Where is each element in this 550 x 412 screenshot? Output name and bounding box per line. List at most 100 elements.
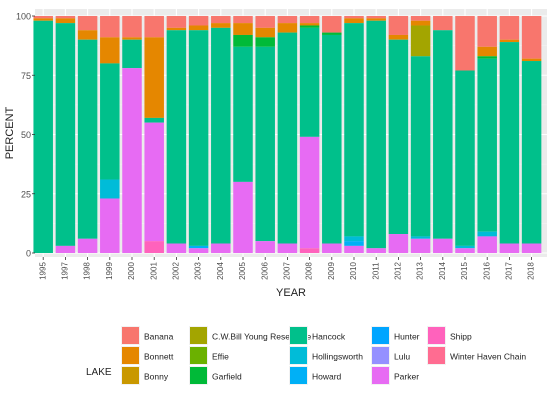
x-tick-label: 2018 [527,262,536,280]
bar-segment-bonnett: Bonnett: 2 [188,25,209,31]
bar-segment-bonnett: Bonnett: 2 [55,18,76,24]
bar-segment-parker: Parker: 30 [233,181,253,253]
bar-segment-parker: Parker: 3 [55,245,76,253]
bars-layer: Banana: 1Bonnett: 1Hancock: 98Banana: 1B… [33,16,542,253]
bar-segment-parker: Parker: 4 [211,243,231,253]
x-tick-label: 2002 [172,262,181,280]
legend-label: Lulu [394,352,410,362]
bar-segment-bonnett: Bonnett: 4 [277,23,298,33]
bar-segment-banana: Banana: 1 [366,16,386,19]
bar-segment-garfield: Garfield: 1 [322,32,342,35]
bar-segment-banana: Banana: 9 [122,16,142,38]
legend-item-hunter: Hunter [371,326,420,345]
legend-label: Howard [312,372,342,382]
bar-segment-bonnett: Bonnett: 4 [477,46,497,57]
bar-stack-2013: Banana: 2Bonnett: 2C.W.Bill Young Reserv… [410,16,431,253]
legend-item-parker: Parker [371,366,419,385]
bar-segment-shipp: Shipp: 2 [299,248,320,253]
bar-segment-parker: Parker: 47 [299,136,320,249]
y-axis: 0 25 50 75 100 [16,12,35,259]
x-tick-label: 2007 [283,262,292,280]
bar-stack-2000: Banana: 9Bonnett: 1Hancock: 12Parker: 78 [122,16,142,253]
bar-segment-parker: Parker: 6 [410,238,431,253]
bar-segment-hancock: Hancock: 77 [521,61,542,244]
x-tick-label: 2015 [460,262,469,280]
bar-segment-hancock: Hancock: 82 [388,39,409,235]
bar-stack-1997: Banana: 1Bonnett: 2Hancock: 94Parker: 3 [55,16,76,253]
bar-segment-banana: Banana: 3 [211,16,231,24]
bar-segment-hancock: Hancock: 57 [233,46,253,182]
bar-segment-parker: Parker: 4 [499,243,520,253]
bar-segment-c-w-bill-young-reservoire: C.W.Bill Young Reservoire: 13 [410,25,431,57]
bar-segment-hancock: Hancock: 91 [188,30,209,246]
bar-segment-parker: Parker: 2 [366,248,386,253]
bar-segment-banana: Banana: 3 [233,16,253,24]
bar-stack-2017: Banana: 10Bonnett: 1Hancock: 85Parker: 4 [499,16,520,253]
legend-item-bonny: Bonny [121,366,169,385]
legend-label: Hunter [394,332,420,342]
legend-swatch [372,367,389,384]
bar-segment-banana: Banana: 18 [521,16,542,59]
bar-segment-banana: Banana: 1 [344,16,364,19]
bar-segment-bonnett: Bonnett: 1 [299,23,320,26]
bar-segment-hancock: Hancock: 73 [477,58,497,232]
bar-stack-2011: Banana: 1Bonnett: 1Hancock: 96Parker: 2 [366,16,386,253]
bar-stack-2008: Banana: 3Bonnett: 1Garfield: 1Hancock: 4… [299,16,320,253]
bar-stack-2012: Banana: 8Bonnett: 2Hancock: 82Parker: 8 [388,16,409,253]
bar-segment-hancock: Hancock: 12 [122,39,142,69]
x-tick-label: 1997 [61,262,70,280]
bar-segment-parker: Parker: 78 [122,68,142,253]
bar-segment-hancock: Hancock: 90 [166,30,187,244]
bar-segment-hancock: Hancock: 82 [255,46,275,242]
legend-item-banana: Banana [121,326,174,345]
bar-segment-garfield: Garfield: 4 [255,37,275,47]
bar-segment-banana: Banana: 1 [33,16,53,19]
y-tick-label: 75 [21,71,31,81]
bar-segment-bonnett: Bonnett: 1 [499,39,520,43]
x-tick-label: 2004 [216,262,225,280]
legend-swatch [290,347,307,364]
bar-segment-banana: Banana: 3 [277,16,298,24]
legend-label: Shipp [450,332,472,342]
bar-stack-1995: Banana: 1Bonnett: 1Hancock: 98 [33,16,53,253]
bar-segment-bonnett: Bonnett: 4 [77,30,98,40]
bar-segment-bonnett: Bonnett: 5 [233,23,253,35]
bar-stack-2015: Banana: 23Hancock: 74Hollingsworth: 1Par… [455,16,475,253]
bar-stack-2005: Banana: 3Bonnett: 5Garfield: 5Hancock: 5… [233,16,253,253]
y-tick-label: 50 [21,130,31,140]
y-tick-label: 100 [16,12,31,22]
legend-label: Parker [394,372,419,382]
legend-item-effie: Effie [189,346,229,365]
bar-stack-2007: Banana: 3Bonnett: 4Hancock: 89Parker: 4 [277,16,298,253]
bar-segment-garfield: Garfield: 1 [299,25,320,28]
bar-stack-2004: Banana: 3Bonnett: 2Hancock: 91Parker: 4 [211,16,231,253]
legend-item-shipp: Shipp [427,326,472,345]
bar-segment-hancock: Hancock: 74 [455,70,475,246]
x-tick-label: 2016 [482,262,491,280]
legend-label: C.W.Bill Young Reservoire [212,332,311,342]
legend-item-lulu: Lulu [371,346,410,365]
legend-item-c-w-bill-young-reservoire: C.W.Bill Young Reservoire [189,326,311,345]
legend-item-hollingsworth: Hollingsworth [289,346,363,365]
bar-segment-bonnett: Bonnett: 2 [211,23,231,28]
legend-swatch [190,347,207,364]
bar-segment-bonnett: Bonnett: 1 [521,58,542,62]
bar-stack-2016: Banana: 13Bonnett: 4Garfield: 1Hancock: … [477,16,497,253]
bar-segment-hancock: Hancock: 49 [100,63,120,180]
legend-title: LAKE [86,367,112,378]
bar-segment-banana: Banana: 6 [77,16,98,31]
bar-segment-garfield: Garfield: 1 [477,56,497,59]
legend-swatch [290,367,307,384]
bar-segment-parker: Parker: 4 [521,243,542,253]
x-tick-label: 1999 [105,262,114,280]
bar-segment-hollingsworth: Hollingsworth: 2 [344,236,364,242]
bar-segment-hollingsworth: Hollingsworth: 2 [477,231,497,237]
bar-segment-banana: Banana: 6 [433,16,453,31]
legend-label: Winter Haven Chain [450,352,526,362]
bar-segment-hancock: Hancock: 90 [344,23,364,237]
bar-segment-parker: Parker: 6 [77,238,98,253]
bar-segment-banana: Banana: 4 [188,16,209,26]
bar-segment-banana: Banana: 23 [455,16,475,71]
bar-segment-parker: Parker: 50 [144,122,164,242]
bar-segment-bonnett: Bonnett: 2 [344,18,364,24]
